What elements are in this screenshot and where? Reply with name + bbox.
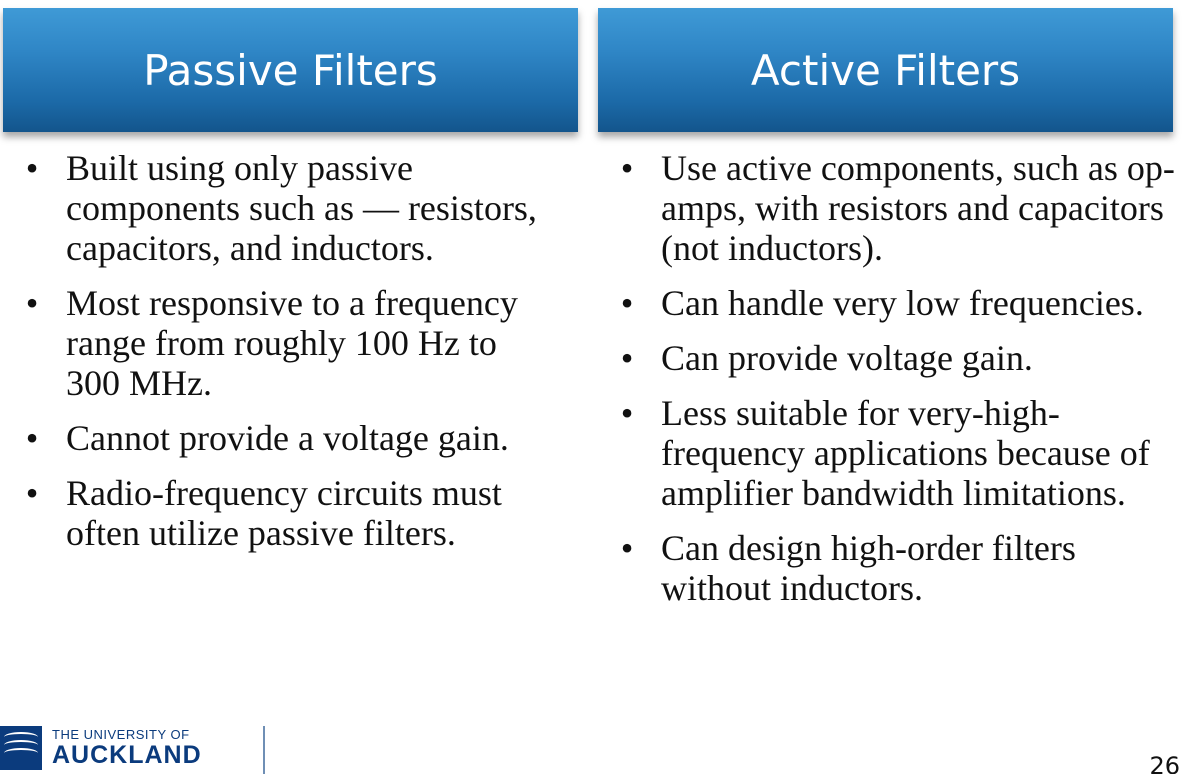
bullet-icon: • (620, 338, 634, 378)
bullet-icon: • (620, 283, 634, 323)
bullet-icon: • (25, 148, 39, 188)
list-item: • Built using only passive components suc… (22, 148, 542, 268)
active-filters-title: Active Filters (750, 45, 1021, 95)
bullet-icon: • (620, 148, 634, 188)
list-item: • Can handle very low frequencies. (617, 283, 1177, 323)
list-item: • Cannot provide a voltage gain. (22, 418, 542, 458)
list-item: • Radio-frequency circuits must often uti… (22, 473, 542, 553)
bullet-text: Can design high-order filters without in… (661, 528, 1076, 608)
bullet-text: Cannot provide a voltage gain. (66, 418, 509, 458)
page-number: 26 (1149, 752, 1180, 774)
passive-filters-header: Passive Filters (3, 8, 578, 132)
passive-filters-column: • Built using only passive components suc… (22, 148, 542, 568)
passive-filters-list: • Built using only passive components suc… (22, 148, 542, 553)
bullet-text: Use active components, such as op-amps, … (661, 148, 1175, 268)
university-logo: THE UNIVERSITY OF AUCKLAND (0, 722, 202, 774)
list-item: • Can design high-order filters without i… (617, 528, 1177, 608)
logo-line2: AUCKLAND (52, 741, 202, 769)
logo-line1: THE UNIVERSITY OF (52, 727, 190, 742)
active-filters-list: • Use active components, such as op-amps,… (617, 148, 1177, 608)
logo-wordmark: THE UNIVERSITY OF AUCKLAND (52, 727, 202, 769)
bullet-text: Less suitable for very-high-frequency ap… (661, 393, 1150, 513)
bullet-icon: • (620, 393, 634, 433)
bullet-text: Most responsive to a frequency range fro… (66, 283, 518, 403)
bullet-icon: • (25, 418, 39, 458)
active-filters-column: • Use active components, such as op-amps,… (617, 148, 1177, 623)
bullet-text: Radio-frequency circuits must often util… (66, 473, 502, 553)
list-item: • Less suitable for very-high-frequency a… (617, 393, 1177, 513)
bullet-text: Can handle very low frequencies. (661, 283, 1144, 323)
bullet-icon: • (25, 283, 39, 323)
footer-divider (263, 726, 265, 774)
bullet-text: Built using only passive components such… (66, 148, 537, 268)
list-item: • Use active components, such as op-amps,… (617, 148, 1177, 268)
list-item: • Can provide voltage gain. (617, 338, 1177, 378)
active-filters-header: Active Filters (598, 8, 1173, 132)
bullet-icon: • (25, 473, 39, 513)
crest-icon (0, 726, 42, 770)
bullet-icon: • (620, 528, 634, 568)
bullet-text: Can provide voltage gain. (661, 338, 1033, 378)
passive-filters-title: Passive Filters (143, 45, 438, 95)
list-item: • Most responsive to a frequency range fr… (22, 283, 542, 403)
